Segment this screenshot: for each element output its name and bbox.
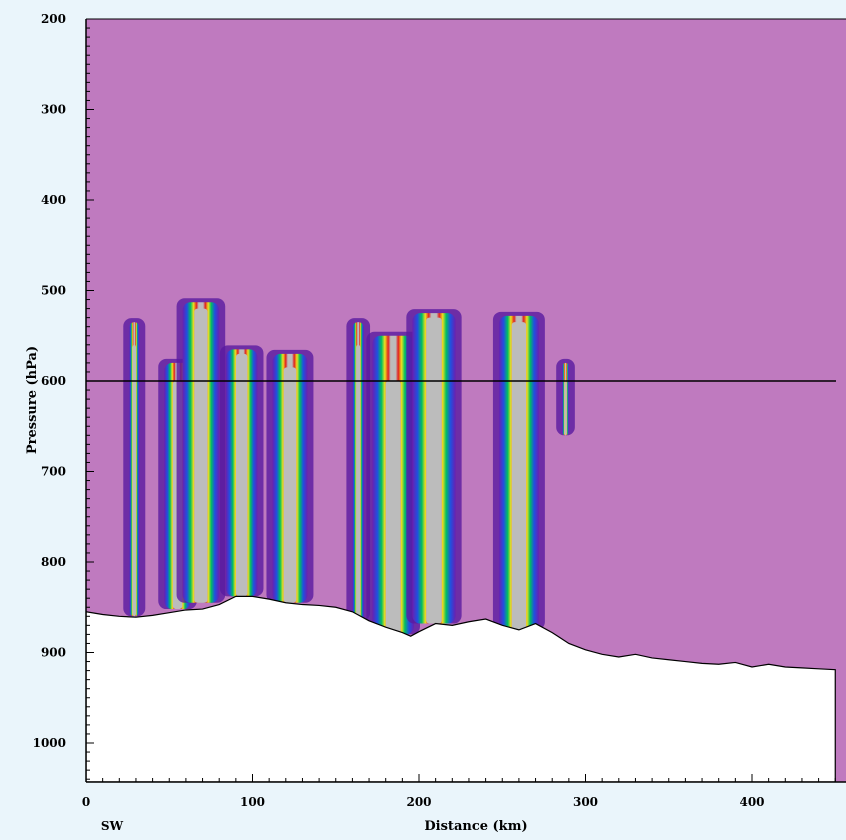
cloud-column xyxy=(266,349,314,603)
x-tick-label: 0 xyxy=(82,795,90,809)
x-tick-label: 200 xyxy=(406,795,431,809)
cloud-field xyxy=(123,298,575,635)
cloud-core xyxy=(283,367,297,603)
y-tick-label: 300 xyxy=(41,103,66,117)
y-tick-label: 700 xyxy=(41,465,66,479)
terrain-ground xyxy=(86,595,836,782)
cloud-core xyxy=(426,317,442,624)
axis-ticks xyxy=(85,18,836,782)
y-axis-label: Pressure (hPa) xyxy=(25,346,40,454)
cloud-column xyxy=(492,311,545,630)
y-tick-label: 1000 xyxy=(33,736,66,750)
cloud-column xyxy=(123,318,146,617)
cloud-core xyxy=(511,322,527,630)
cloud-column xyxy=(346,318,371,621)
x-tick-labels: 0 100 200 300 400 xyxy=(82,795,765,809)
y-tick-label: 900 xyxy=(41,646,66,660)
cloud-core xyxy=(356,344,361,621)
y-tick-label: 800 xyxy=(41,555,66,569)
cloud-core xyxy=(564,381,567,436)
cloud-column xyxy=(406,309,462,624)
y-tick-label: 600 xyxy=(41,374,66,388)
cloud-core xyxy=(235,353,248,597)
cloud-core xyxy=(385,381,401,635)
cloud-core xyxy=(194,308,208,603)
y-tick-label: 500 xyxy=(41,284,66,298)
y-tick-labels: 200 300 400 500 600 700 800 900 1000 xyxy=(33,12,66,750)
sw-direction-label: SW xyxy=(101,819,124,833)
x-axis-label: Distance (km) xyxy=(424,819,527,834)
y-tick-label: 400 xyxy=(41,193,66,207)
x-tick-label: 300 xyxy=(573,795,598,809)
y-tick-label: 200 xyxy=(41,12,66,26)
x-tick-label: 400 xyxy=(739,795,764,809)
cloud-column xyxy=(176,298,226,603)
cloud-core xyxy=(132,344,137,617)
x-tick-label: 100 xyxy=(240,795,265,809)
cloud-column xyxy=(219,345,264,597)
cloud-column xyxy=(556,358,575,436)
